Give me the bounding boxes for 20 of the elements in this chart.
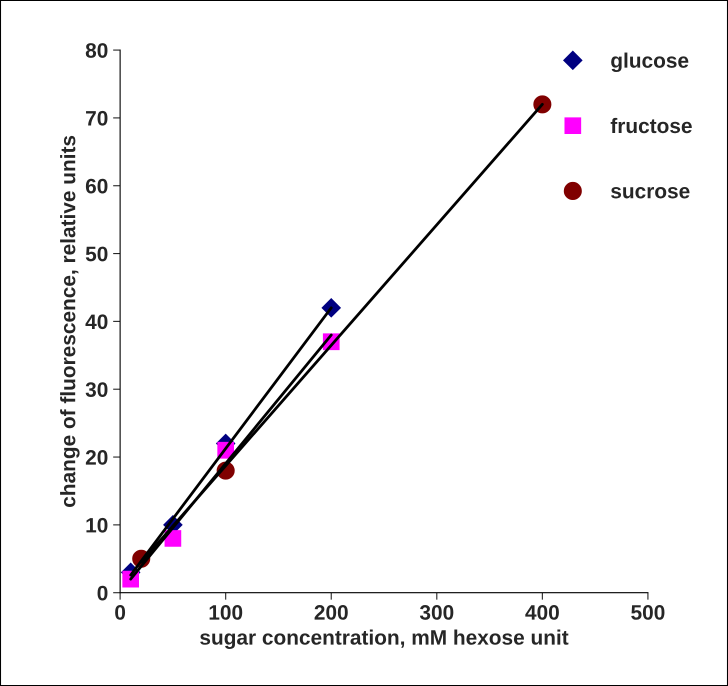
- x-tick-label: 200: [314, 605, 348, 620]
- x-tick-label: 400: [525, 605, 559, 620]
- x-axis-title: sugar concentration, mM hexose unit: [200, 629, 568, 649]
- legend-label: sucrose: [611, 187, 690, 198]
- x-tick-label: 500: [631, 605, 664, 620]
- legend-label: fructose: [610, 118, 692, 134]
- y-tick-label: 10: [86, 518, 108, 533]
- x-tick-label: 100: [210, 605, 242, 620]
- y-tick-label: 30: [86, 382, 108, 397]
- y-tick-label: 80: [86, 43, 108, 58]
- y-tick-label: 40: [85, 314, 108, 330]
- y-tick-label: 70: [86, 110, 108, 126]
- y-tick-label: 60: [86, 178, 108, 194]
- y-tick-label: 0: [98, 586, 108, 600]
- y-axis-title: change of fluorescence, relative units: [60, 136, 80, 507]
- y-tick-label: 50: [86, 246, 108, 262]
- x-tick-label: 0: [115, 605, 126, 620]
- legend-label: glucose: [611, 52, 688, 72]
- y-tick-label: 20: [86, 450, 108, 465]
- x-tick-label: 300: [420, 605, 454, 620]
